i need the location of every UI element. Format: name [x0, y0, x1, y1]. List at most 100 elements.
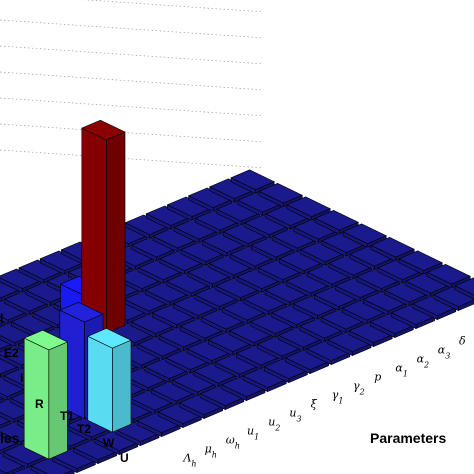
floor-tile	[152, 228, 197, 253]
floor-tile	[136, 412, 181, 438]
gridline	[0, 97, 262, 117]
param-tick-label: α2	[417, 353, 430, 370]
tile-top	[349, 245, 394, 267]
tile-top	[236, 268, 281, 289]
tile-top	[243, 291, 288, 312]
tile-top	[215, 201, 261, 222]
tile-top	[199, 385, 245, 406]
tile-top	[122, 367, 168, 388]
gridline	[0, 149, 262, 169]
tile-top	[215, 277, 260, 298]
tile-top	[242, 367, 287, 388]
tile-top	[256, 336, 302, 357]
param-tick-label: μh	[205, 443, 217, 460]
param-tick-label: ξ	[311, 398, 318, 411]
tile-top	[10, 313, 56, 334]
gridline	[0, 45, 262, 65]
tile-top	[187, 264, 232, 285]
tile-top	[116, 268, 162, 289]
variable-tick-label: I	[20, 371, 23, 385]
tile-top	[264, 282, 309, 303]
floor-tile	[342, 223, 387, 249]
variable-tick-label: U	[120, 451, 129, 465]
tile-top	[348, 322, 393, 343]
tile-top	[229, 246, 275, 267]
floor-tile	[390, 304, 436, 330]
tile-top	[39, 250, 85, 271]
tile-top	[130, 313, 175, 334]
floor-tile	[411, 295, 457, 321]
tile-top	[186, 340, 231, 361]
tile-top	[284, 349, 330, 370]
tile-top	[342, 223, 387, 245]
tile-top	[313, 286, 359, 307]
tile-top	[286, 196, 331, 218]
tile-top	[136, 412, 181, 433]
tile-top	[306, 264, 352, 285]
tile-top	[327, 331, 372, 352]
tile-top	[355, 268, 401, 289]
bars	[23, 119, 132, 460]
floor-tile	[230, 169, 275, 195]
tile-top	[72, 439, 118, 460]
bar-side	[87, 335, 113, 433]
bar	[81, 119, 126, 334]
tile-top	[321, 232, 366, 253]
tile-top	[221, 300, 267, 321]
tile-top	[411, 295, 457, 316]
tile-top	[390, 304, 436, 325]
tile-side	[0, 335, 16, 348]
param-tick-label: α3	[438, 344, 451, 361]
tile-top	[2, 444, 47, 465]
tile-top	[18, 259, 63, 280]
floor-tile	[292, 295, 337, 321]
tile-side	[0, 412, 15, 424]
tile-side	[0, 277, 23, 294]
floor-tile	[314, 209, 359, 235]
floor-tile	[214, 354, 259, 379]
y-axis-title-fragment: les	[0, 430, 20, 446]
tile-top	[0, 300, 28, 321]
floor-tile	[284, 349, 330, 375]
tile-top	[370, 236, 415, 258]
tile-top	[263, 358, 309, 379]
floor-tile	[209, 178, 254, 204]
tile-top	[222, 223, 268, 244]
tile-top	[144, 282, 190, 303]
gridline	[0, 123, 262, 143]
bar-front	[48, 341, 68, 460]
tile-top	[150, 381, 196, 402]
param-tick-label: ωh	[226, 434, 240, 451]
tile-top	[3, 291, 49, 312]
tile-top	[208, 255, 253, 276]
tile-top	[152, 228, 197, 249]
floor-tile	[305, 340, 351, 366]
floor-tile	[320, 309, 365, 334]
tile-top	[257, 259, 303, 280]
floor-tile	[186, 340, 231, 366]
floor-tile	[208, 255, 253, 280]
tile-top	[0, 453, 26, 474]
floor-tile	[250, 237, 296, 262]
variable-tick-label: E2	[4, 346, 19, 360]
tile-top	[179, 318, 225, 339]
variable-tick-label: T2	[77, 422, 91, 436]
tile-top	[398, 250, 443, 272]
tile-top	[293, 218, 338, 240]
tile-top	[292, 295, 337, 316]
tile-top	[305, 340, 351, 361]
gridline	[0, 71, 262, 91]
floor-tile	[137, 259, 183, 285]
param-tick-label: α1	[395, 362, 408, 379]
bar-front	[112, 339, 132, 433]
tile-top	[165, 273, 211, 294]
floor-tile	[263, 358, 309, 384]
floor-tile	[369, 313, 415, 339]
tile-top	[166, 196, 212, 217]
tile-top	[159, 250, 204, 271]
bar-front	[106, 131, 126, 334]
tile-top	[341, 300, 387, 321]
floor-tile	[124, 214, 169, 240]
tile-top	[362, 291, 408, 312]
